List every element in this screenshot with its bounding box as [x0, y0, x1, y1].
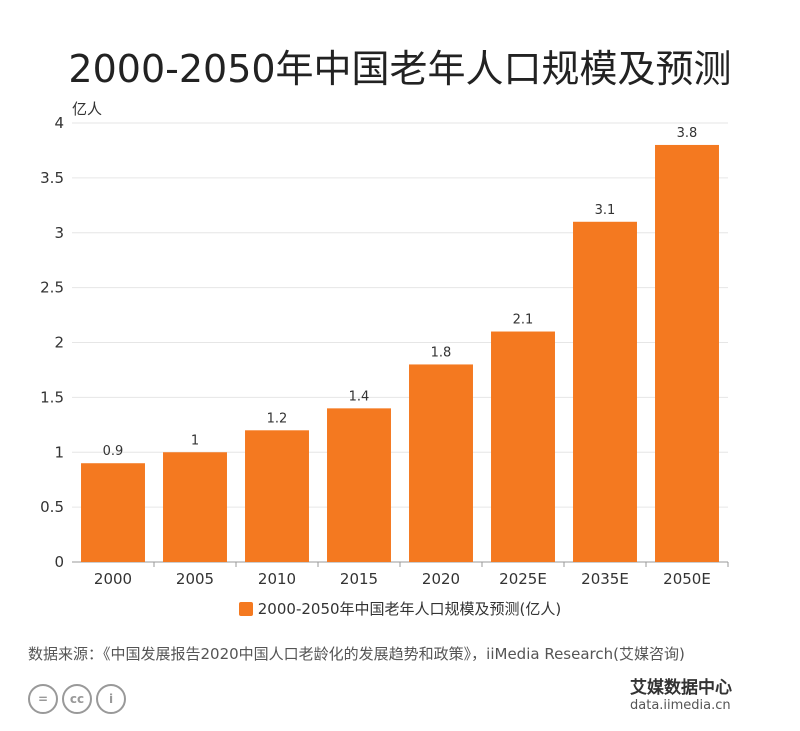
x-tick-label: 2020 [422, 570, 460, 588]
logo-url: data.iimedia.cn [630, 698, 731, 713]
cc-icon: cc [62, 684, 92, 714]
person-icon: i [96, 684, 126, 714]
license-icons: = cc i [28, 684, 126, 714]
y-tick-label: 4 [54, 114, 64, 132]
bar-chart: 亿人 0 0.5 1 1.5 2 2.5 3 3.5 4 0.9 2000 1 2005 1.2 2010 1.… [40, 100, 729, 588]
x-tick-label: 2035E [581, 570, 629, 588]
data-label: 1.2 [267, 411, 288, 426]
bar [655, 144, 719, 562]
data-label: 3.8 [677, 126, 698, 141]
bar [573, 221, 637, 562]
y-tick-label: 2 [54, 334, 64, 352]
data-label: 2.1 [513, 313, 534, 328]
bar [409, 364, 473, 562]
y-tick-label: 0.5 [40, 498, 64, 516]
x-tick-label: 2000 [94, 570, 132, 588]
data-label: 1 [191, 433, 199, 448]
source-note: 数据来源：《中国发展报告2020中国人口老龄化的发展趋势和政策》，iiMedia… [28, 645, 685, 663]
y-tick-label: 3.5 [40, 169, 64, 187]
bar [491, 331, 555, 562]
data-label: 3.1 [595, 203, 616, 218]
equals-icon: = [28, 684, 58, 714]
bar [163, 452, 227, 562]
logo-name: 艾媒数据中心 [630, 678, 732, 698]
x-tick-label: 2050E [663, 570, 711, 588]
bar [327, 408, 391, 562]
logo: 艾媒数据中心 data.iimedia.cn [630, 680, 732, 714]
data-label: 0.9 [103, 444, 124, 459]
bar [245, 430, 309, 562]
y-tick-label: 3 [54, 224, 64, 242]
legend-swatch [238, 602, 253, 616]
bar [81, 463, 145, 562]
x-tick-label: 2010 [258, 570, 296, 588]
y-tick-label: 1 [54, 443, 64, 461]
x-tick-label: 2005 [176, 570, 214, 588]
legend[interactable]: 2000-2050年中国老年人口规模及预测(亿人) [0, 598, 800, 619]
x-tick-label: 2015 [340, 570, 378, 588]
legend-label: 2000-2050年中国老年人口规模及预测(亿人) [257, 600, 562, 618]
x-tick-label: 2025E [499, 570, 547, 588]
y-tick-label: 1.5 [40, 388, 64, 406]
chart-title: 2000-2050年中国老年人口规模及预测 [68, 47, 732, 91]
y-tick-label: 0 [54, 553, 64, 571]
y-axis-label: 亿人 [72, 100, 102, 118]
data-label: 1.8 [431, 345, 452, 360]
y-tick-label: 2.5 [40, 279, 64, 297]
data-label: 1.4 [349, 389, 370, 404]
